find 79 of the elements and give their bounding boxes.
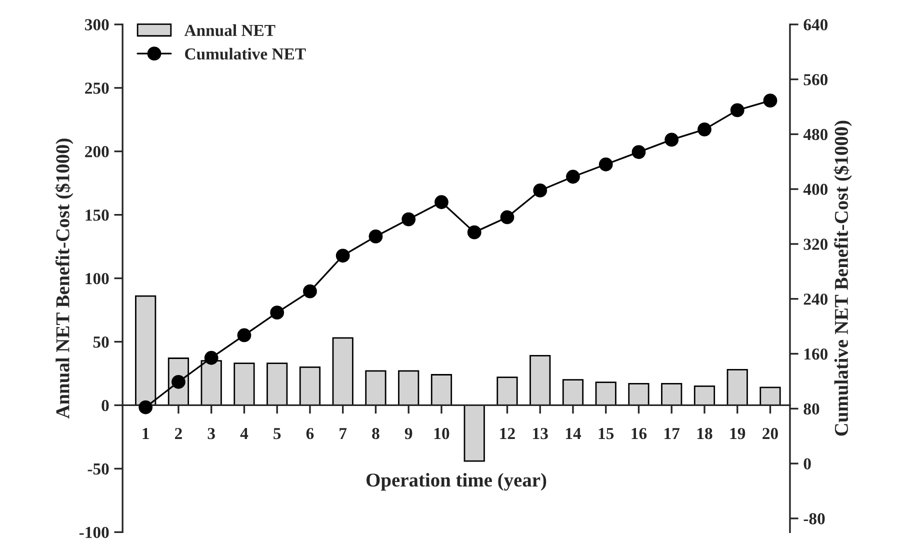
y2-tick-label: -80 xyxy=(804,513,825,524)
y2-tick-label: 560 xyxy=(804,74,828,86)
point xyxy=(467,225,482,240)
y-tick-label: 300 xyxy=(85,19,109,30)
y2-tick-label: 80 xyxy=(804,403,820,415)
x-tick-label: 5 xyxy=(274,428,281,440)
x-tick-label: 20 xyxy=(762,428,778,440)
x-tick-label: 10 xyxy=(434,428,450,440)
bar xyxy=(299,366,321,406)
bar xyxy=(726,368,748,406)
bar xyxy=(332,337,354,406)
y-tick-label: -50 xyxy=(88,463,109,475)
y-tick-label: 150 xyxy=(86,210,109,221)
point xyxy=(303,284,317,298)
x-tick-label: 15 xyxy=(598,428,614,440)
y-tick-label: 50 xyxy=(93,336,109,348)
y2-tick-label: 480 xyxy=(803,128,828,140)
bar xyxy=(595,382,616,406)
point xyxy=(632,145,646,159)
y-axis-title: Annual NET Benefit-Cost ($1000) xyxy=(55,138,74,419)
legend-label: Cumulative NET xyxy=(185,48,306,60)
point xyxy=(368,229,383,244)
x-tick-label: 12 xyxy=(500,428,515,439)
y-tick-label: 100 xyxy=(86,272,109,284)
point xyxy=(533,184,548,198)
x-tick-label: 1 xyxy=(142,428,149,439)
x-tick-label: 3 xyxy=(208,428,215,440)
x-tick-label: 9 xyxy=(404,428,412,440)
bar xyxy=(266,362,288,406)
x-tick-label: 6 xyxy=(306,428,314,440)
y2-axis-title: Cumulative NET Benefit-Cost ($1000) xyxy=(834,120,852,436)
point xyxy=(336,248,350,263)
point xyxy=(664,132,679,147)
x-tick-label: 16 xyxy=(632,428,647,440)
bar xyxy=(398,370,420,406)
bar xyxy=(464,404,485,462)
point xyxy=(204,350,218,365)
y2-tick-label: 0 xyxy=(804,458,811,470)
y2-tick-label: 320 xyxy=(804,238,828,250)
x-tick-label: 17 xyxy=(664,428,680,439)
y2-tick-label: 400 xyxy=(803,184,828,196)
x-tick-label: 8 xyxy=(372,428,380,440)
y-tick-label: -100 xyxy=(79,526,109,538)
bar xyxy=(530,355,551,406)
x-tick-label: 14 xyxy=(566,428,582,439)
x-tick-label: 18 xyxy=(697,428,712,440)
y2-tick-label: 240 xyxy=(804,294,828,305)
x-tick-label: 7 xyxy=(340,428,347,439)
point xyxy=(598,157,613,172)
bar xyxy=(430,374,452,406)
x-tick-label: 19 xyxy=(730,428,746,440)
point xyxy=(138,400,153,414)
point xyxy=(763,94,778,108)
point xyxy=(237,328,252,342)
y2-tick-label: 640 xyxy=(804,19,828,30)
bar xyxy=(496,376,518,406)
bar xyxy=(694,385,716,406)
point xyxy=(500,210,514,224)
y-tick-label: 200 xyxy=(85,146,109,158)
point xyxy=(730,103,744,118)
bar xyxy=(234,362,255,406)
point xyxy=(402,212,416,226)
point xyxy=(566,170,580,184)
y-tick-label: 250 xyxy=(85,82,109,94)
bar xyxy=(562,379,584,406)
legend-label: Annual NET xyxy=(184,24,276,36)
bar xyxy=(365,370,386,406)
x-tick-label: 4 xyxy=(240,428,248,439)
x-tick-label: 2 xyxy=(175,428,182,439)
point xyxy=(434,195,448,210)
y-tick-label: 0 xyxy=(102,400,109,412)
y2-tick-label: 160 xyxy=(804,348,828,360)
bar xyxy=(661,382,682,406)
x-axis-title: Operation time (year) xyxy=(366,472,546,491)
bar xyxy=(628,382,650,406)
x-tick-label: 13 xyxy=(533,428,548,440)
point xyxy=(270,306,284,320)
point xyxy=(698,122,712,136)
bar xyxy=(760,386,781,406)
